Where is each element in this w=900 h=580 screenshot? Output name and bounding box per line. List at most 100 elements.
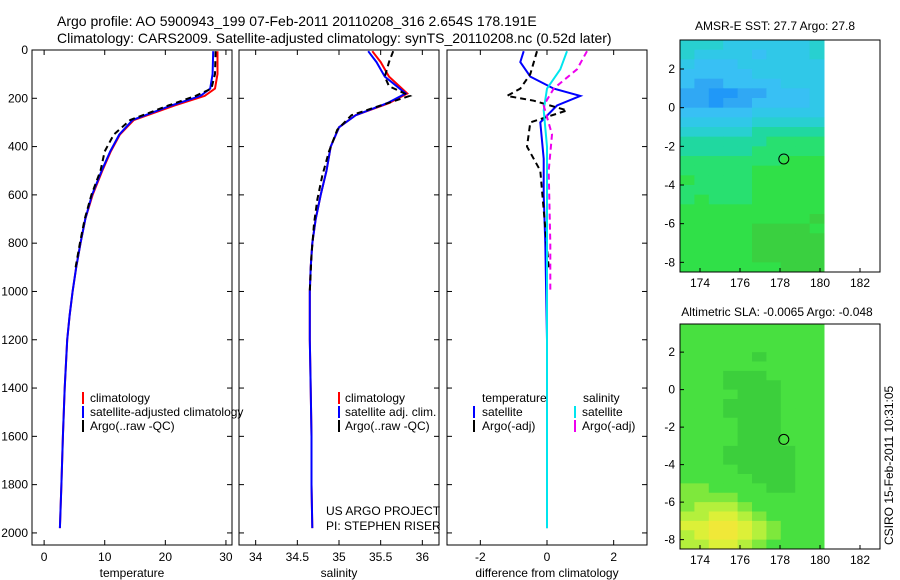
- heatmap-cell: [752, 165, 767, 176]
- heatmap-cell: [809, 417, 825, 428]
- heatmap-cell: [708, 333, 724, 344]
- heatmap-cell: [737, 78, 753, 89]
- legend-label-satellite-adjusted: satellite adj. clim.: [345, 405, 436, 419]
- heatmap-cell: [780, 262, 796, 273]
- heatmap-cell: [809, 165, 825, 176]
- heatmap-cell: [766, 408, 782, 419]
- heatmap-cell: [694, 539, 710, 550]
- heatmap-cell: [766, 185, 782, 196]
- heatmap-cell: [766, 492, 782, 503]
- heatmap-cell: [809, 436, 825, 447]
- heatmap-cell: [737, 520, 753, 531]
- heatmap-cell: [780, 204, 796, 215]
- heatmap-cell: [708, 223, 724, 234]
- x-tick-label: 182: [850, 553, 870, 567]
- heatmap-cell: [780, 98, 796, 109]
- heatmap-cell: [809, 214, 825, 225]
- heatmap-cell: [737, 361, 753, 372]
- heatmap-cell: [795, 214, 811, 225]
- x-tick-label: 36: [416, 550, 430, 564]
- heatmap-cell: [752, 69, 767, 80]
- heatmap-cell: [795, 352, 811, 362]
- heatmap-cell: [737, 408, 753, 419]
- heatmap-cell: [694, 185, 710, 196]
- heatmap-cell: [694, 436, 710, 447]
- heatmap-cell: [723, 370, 739, 381]
- heatmap-cell: [680, 352, 695, 362]
- heatmap-cell: [795, 427, 811, 437]
- heatmap-cell: [680, 156, 695, 167]
- heatmap-cell: [752, 492, 767, 503]
- heatmap-cell: [752, 175, 767, 186]
- heatmap-cell: [752, 352, 767, 362]
- heatmap-cell: [766, 474, 782, 484]
- heatmap-cell: [752, 361, 767, 372]
- heatmap-cell: [809, 333, 825, 344]
- heatmap-cell: [694, 243, 710, 254]
- heatmap-cell: [766, 262, 782, 273]
- heatmap-cell: [766, 380, 782, 391]
- sla-map-title: Altimetric SLA: -0.0065 Argo: -0.048: [681, 305, 873, 319]
- plot-frame: [31, 49, 233, 546]
- heatmap-cell: [809, 69, 825, 80]
- heatmap-cell: [780, 194, 796, 205]
- heatmap-cell: [752, 127, 767, 138]
- heatmap-cell: [680, 483, 695, 494]
- x-tick-label: 30: [219, 550, 233, 564]
- heatmap-cell: [737, 223, 753, 234]
- y-tick-label: 0: [668, 101, 675, 115]
- heatmap-cell: [795, 40, 811, 51]
- heatmap-cell: [766, 342, 782, 353]
- heatmap-cell: [680, 117, 695, 128]
- heatmap-cell: [752, 399, 767, 409]
- x-tick-label: -2: [475, 550, 486, 564]
- y-tick-label: 600: [8, 188, 28, 202]
- heatmap-cell: [694, 492, 710, 503]
- legend-label-climatology: climatology: [345, 391, 405, 405]
- heatmap-cell: [752, 389, 767, 400]
- heatmap-cell: [708, 539, 724, 550]
- heatmap-cell: [737, 352, 753, 362]
- heatmap-cell: [780, 117, 796, 128]
- heatmap-cell: [766, 204, 782, 215]
- heatmap-cell: [752, 59, 767, 70]
- heatmap-cell: [680, 520, 695, 531]
- heatmap-cell: [795, 370, 811, 381]
- difference-profile-panel: -2 0 2 difference from climatology: [446, 49, 648, 580]
- heatmap-cell: [694, 333, 710, 344]
- series-line-temperature-argo-adj-: [504, 50, 571, 268]
- heatmap-cell: [795, 165, 811, 176]
- heatmap-cell: [809, 408, 825, 419]
- heatmap-cell: [708, 483, 724, 494]
- heatmap-cell: [708, 88, 724, 99]
- heatmap-cell: [752, 49, 767, 60]
- heatmap-cell: [752, 370, 767, 381]
- heatmap-cell: [694, 49, 710, 60]
- heatmap-cell: [680, 233, 695, 244]
- heatmap-cell: [694, 194, 710, 205]
- heatmap-cell: [723, 492, 739, 503]
- heatmap-cell: [737, 117, 753, 128]
- heatmap-cell: [680, 492, 695, 503]
- heatmap-cell: [737, 502, 753, 512]
- difference-legend: temperature satellite Argo(-adj) salinit…: [473, 391, 635, 433]
- heatmap-cell: [708, 464, 724, 475]
- heatmap-cell: [780, 333, 796, 344]
- heatmap-cell: [795, 399, 811, 409]
- heatmap-cell: [708, 117, 724, 128]
- heatmap-cell: [780, 252, 796, 263]
- heatmap-cell: [737, 88, 753, 99]
- heatmap-cell: [766, 520, 782, 531]
- heatmap-cell: [780, 352, 796, 362]
- heatmap-cell: [752, 243, 767, 254]
- heatmap-cell: [809, 175, 825, 186]
- y-tick-label: -2: [664, 420, 675, 434]
- heatmap-cell: [795, 49, 811, 60]
- heatmap-cell: [752, 117, 767, 128]
- heatmap-cell: [766, 436, 782, 447]
- heatmap-cell: [708, 408, 724, 419]
- heatmap-cell: [752, 194, 767, 205]
- heatmap-cell: [752, 223, 767, 234]
- heatmap-cell: [766, 88, 782, 99]
- heatmap-cell: [752, 262, 767, 273]
